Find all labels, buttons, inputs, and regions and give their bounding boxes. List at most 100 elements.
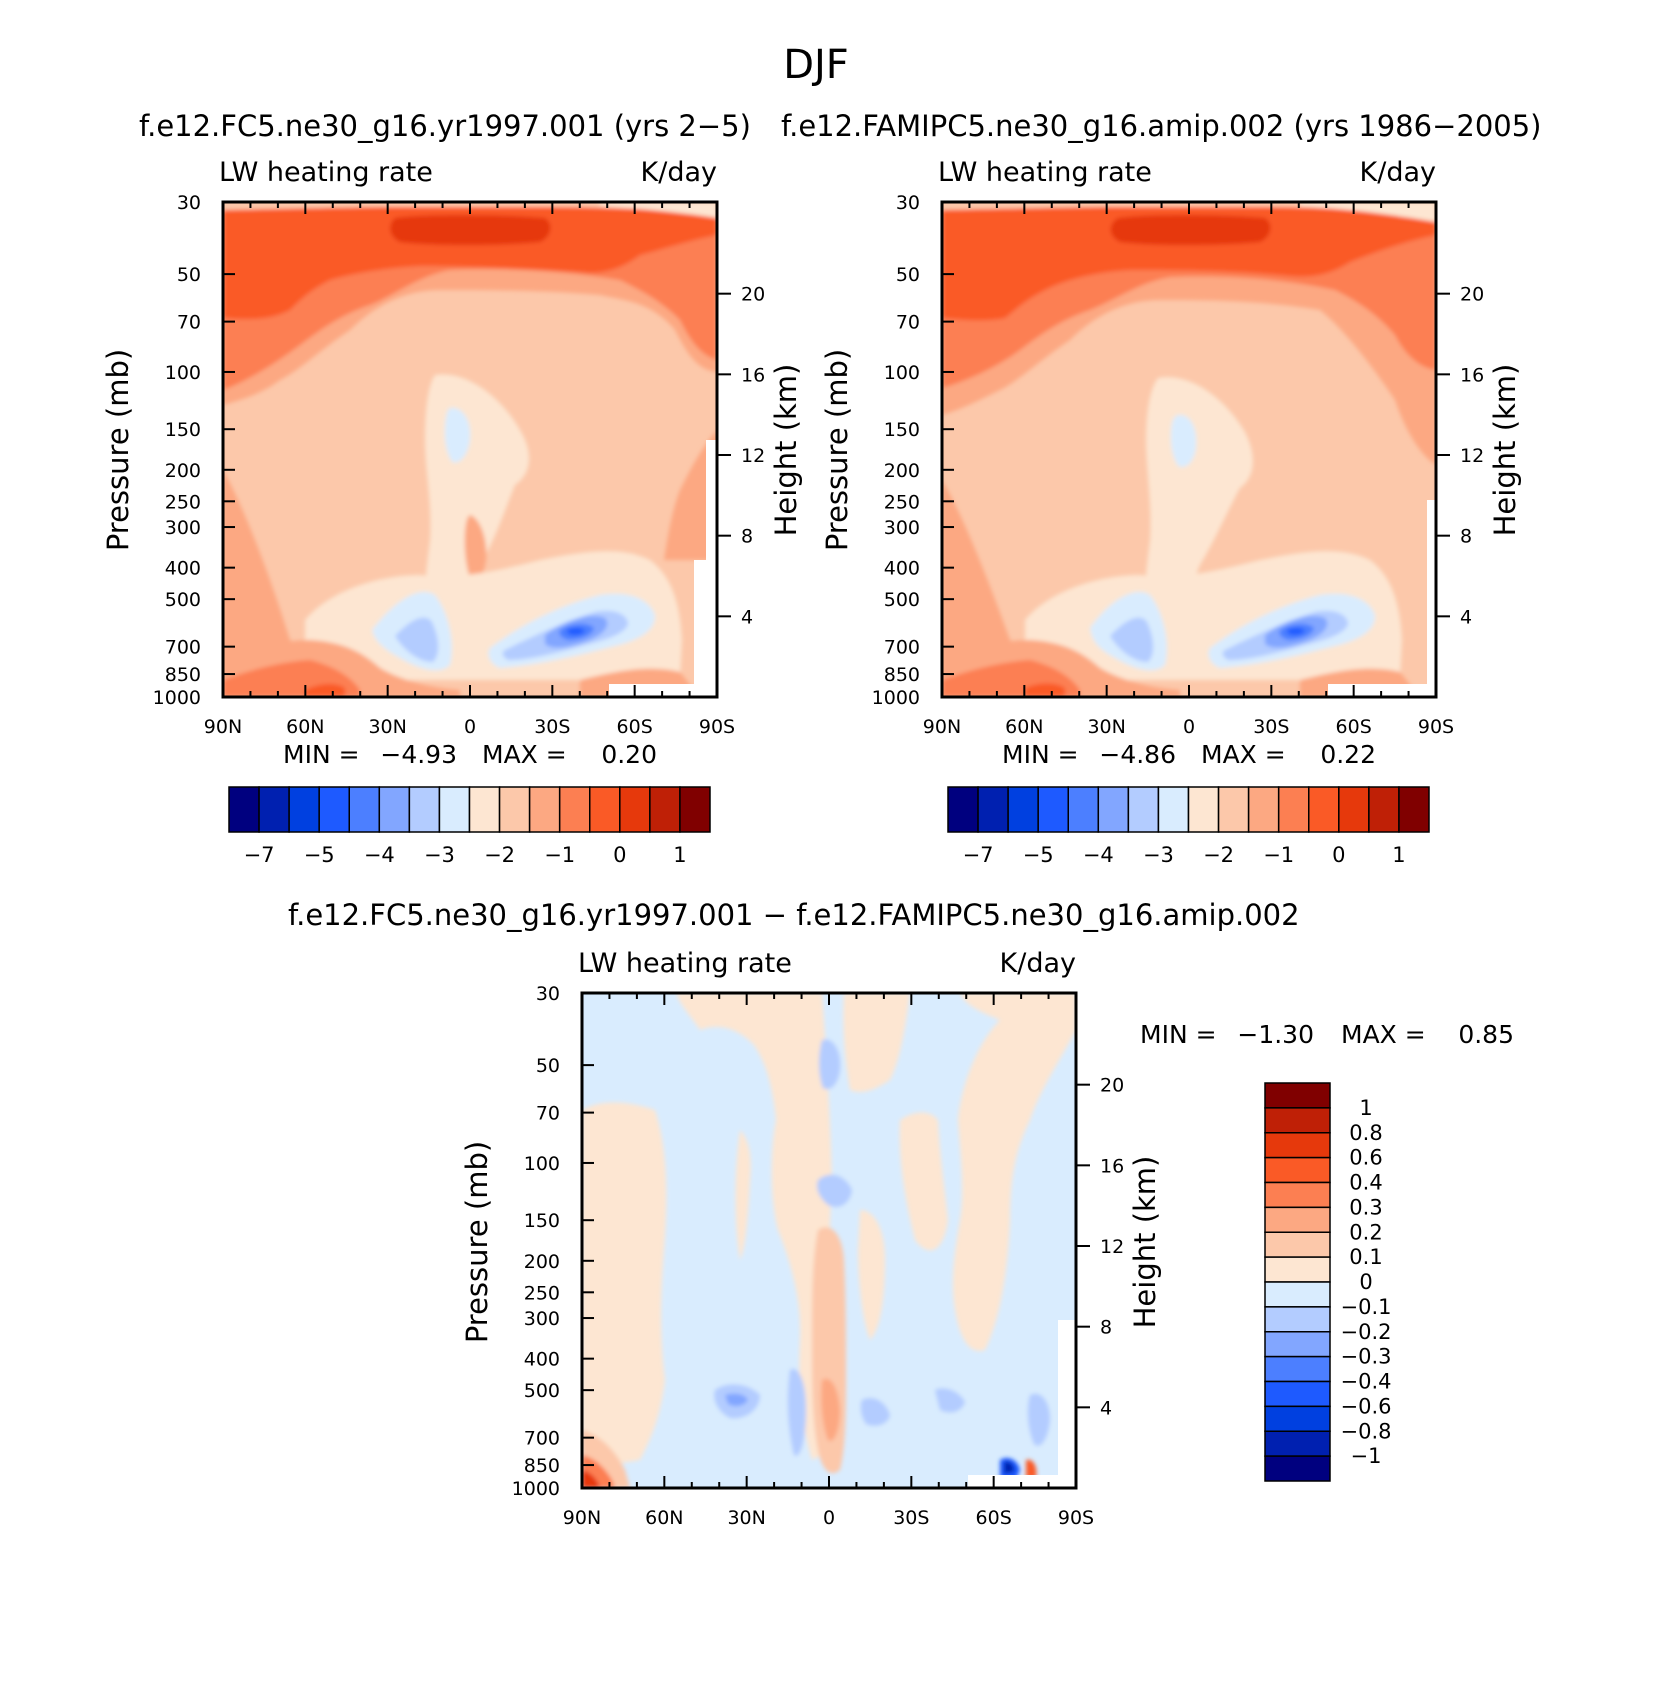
colorbar-box bbox=[288, 786, 320, 833]
height-tick-label: 4 bbox=[1460, 606, 1472, 628]
colorbar-box bbox=[258, 786, 290, 833]
pressure-tick-label: 300 bbox=[165, 517, 201, 539]
colorbar-box bbox=[1264, 1107, 1331, 1134]
height-tick-label: 20 bbox=[1100, 1075, 1124, 1097]
pressure-tick-label: 150 bbox=[524, 1210, 560, 1232]
latitude-tick-label: 30N bbox=[1087, 716, 1125, 738]
panel-2-y-label: Pressure (mb) bbox=[820, 349, 854, 551]
colorbar-box bbox=[1264, 1082, 1331, 1109]
colorbar-box bbox=[1264, 1355, 1331, 1383]
panel-3-max-text: MAX = bbox=[1341, 1020, 1426, 1049]
colorbar-label: −0.2 bbox=[1341, 1320, 1392, 1344]
colorbar-box bbox=[1264, 1206, 1331, 1233]
latitude-tick-label: 0 bbox=[823, 1507, 835, 1529]
colorbar-label: −2 bbox=[1203, 843, 1234, 867]
colorbar-label: 1 bbox=[1392, 843, 1405, 867]
panel-1-min-text: MIN = bbox=[283, 740, 360, 769]
pressure-tick-label: 300 bbox=[884, 517, 920, 539]
colorbar-box bbox=[1247, 786, 1280, 833]
colorbar-box bbox=[1264, 1181, 1331, 1209]
colorbar-box bbox=[1277, 786, 1310, 833]
colorbar-box bbox=[528, 786, 561, 833]
panel-1-title: f.e12.FC5.ne30_g16.yr1997.001 (yrs 2−5) bbox=[139, 109, 751, 143]
colorbar-box bbox=[1097, 786, 1130, 833]
pressure-tick-label: 150 bbox=[165, 419, 201, 441]
latitude-tick-label: 0 bbox=[464, 716, 476, 738]
latitude-tick-label: 90N bbox=[204, 716, 242, 738]
panel-2-max-value: 0.22 bbox=[1320, 740, 1376, 769]
colorbar-box bbox=[1264, 1380, 1331, 1408]
colorbar-box bbox=[1264, 1281, 1331, 1308]
pressure-tick-label: 700 bbox=[165, 637, 201, 659]
colorbar-label: 0.6 bbox=[1349, 1146, 1382, 1170]
colorbar-label: −0.4 bbox=[1341, 1370, 1392, 1394]
latitude-tick-label: 60S bbox=[976, 1507, 1012, 1529]
latitude-tick-label: 90S bbox=[699, 716, 735, 738]
pressure-tick-label: 50 bbox=[177, 264, 201, 286]
colorbar-box bbox=[228, 786, 260, 833]
colorbar-box bbox=[1127, 786, 1160, 833]
panel-1-max-text: MAX = bbox=[482, 740, 567, 769]
latitude-tick-label: 90N bbox=[563, 1507, 601, 1529]
colorbar-label: 0.3 bbox=[1349, 1195, 1382, 1219]
panel-2-left-label: LW heating rate bbox=[938, 157, 1152, 188]
pressure-tick-label: 30 bbox=[177, 192, 201, 214]
panel-1: f.e12.FC5.ne30_g16.yr1997.001 (yrs 2−5) … bbox=[101, 109, 803, 867]
pressure-tick-label: 50 bbox=[536, 1055, 560, 1077]
panel-3-latitude-axis: 90N 60N 30N 0 30S 60S 90S bbox=[563, 993, 1094, 1529]
latitude-tick-label: 0 bbox=[1183, 716, 1195, 738]
pressure-tick-label: 400 bbox=[884, 558, 920, 580]
panel-2-colorbar: −7 −5 −4 −3 −2 −1 0 1 bbox=[947, 786, 1430, 867]
panel-1-max-value: 0.20 bbox=[601, 740, 657, 769]
colorbar-box bbox=[1264, 1156, 1331, 1184]
pressure-tick-label: 250 bbox=[165, 491, 201, 513]
colorbar-label: −5 bbox=[1023, 843, 1054, 867]
panel-3: f.e12.FC5.ne30_g16.yr1997.001 − f.e12.FA… bbox=[288, 898, 1514, 1529]
panel-3-min-value: −1.30 bbox=[1237, 1020, 1314, 1049]
latitude-tick-label: 30N bbox=[368, 716, 406, 738]
pressure-tick-label: 300 bbox=[524, 1308, 560, 1330]
colorbar-box bbox=[1007, 786, 1039, 833]
height-tick-label: 4 bbox=[741, 606, 753, 628]
latitude-tick-label: 30S bbox=[893, 1507, 929, 1529]
colorbar-box bbox=[498, 786, 531, 833]
colorbar-box bbox=[589, 786, 621, 833]
height-tick-label: 12 bbox=[741, 445, 765, 467]
pressure-tick-label: 850 bbox=[884, 664, 920, 686]
colorbar-box bbox=[438, 786, 471, 833]
latitude-tick-label: 60N bbox=[645, 1507, 683, 1529]
panel-2-title: f.e12.FAMIPC5.ne30_g16.amip.002 (yrs 198… bbox=[781, 109, 1542, 143]
panel-1-y-label: Pressure (mb) bbox=[101, 349, 135, 551]
panel-1-left-label: LW heating rate bbox=[219, 157, 433, 188]
colorbar-box bbox=[1067, 786, 1100, 833]
height-tick-label: 12 bbox=[1460, 445, 1484, 467]
pressure-tick-label: 400 bbox=[165, 558, 201, 580]
colorbar-label: −4 bbox=[1083, 843, 1114, 867]
latitude-tick-label: 60S bbox=[617, 716, 653, 738]
panel-3-right-label: K/day bbox=[1000, 948, 1076, 979]
colorbar-box bbox=[1157, 786, 1190, 833]
colorbar-box bbox=[1264, 1231, 1331, 1258]
panel-2-min-text: MIN = bbox=[1002, 740, 1079, 769]
panel-3-contour-field bbox=[582, 993, 1076, 1488]
colorbar-label: 1 bbox=[1359, 1096, 1372, 1120]
colorbar-label: 0.4 bbox=[1349, 1171, 1382, 1195]
colorbar-box bbox=[1264, 1256, 1331, 1283]
panel-3-colorbar: 10.80.60.40.30.20.10−0.1−0.2−0.3−0.4−0.6… bbox=[1264, 1082, 1392, 1482]
height-tick-label: 8 bbox=[1460, 526, 1472, 548]
colorbar-label: −7 bbox=[963, 843, 994, 867]
panel-2-right-label: K/day bbox=[1360, 157, 1436, 188]
pressure-tick-label: 200 bbox=[524, 1251, 560, 1273]
colorbar-box bbox=[1264, 1331, 1331, 1358]
panel-1-y2-label: Height (km) bbox=[769, 364, 803, 537]
colorbar-label: 0.1 bbox=[1349, 1245, 1382, 1269]
latitude-tick-label: 60N bbox=[286, 716, 324, 738]
panel-3-min-text: MIN = bbox=[1140, 1020, 1217, 1049]
colorbar-box bbox=[558, 786, 591, 833]
panel-3-height-axis: 20 16 12 8 4 bbox=[1076, 1075, 1124, 1419]
colorbar-label: 0.2 bbox=[1349, 1220, 1382, 1244]
panel-1-latitude-axis: 90N 60N 30N 0 30S 60S 90S bbox=[204, 202, 735, 738]
